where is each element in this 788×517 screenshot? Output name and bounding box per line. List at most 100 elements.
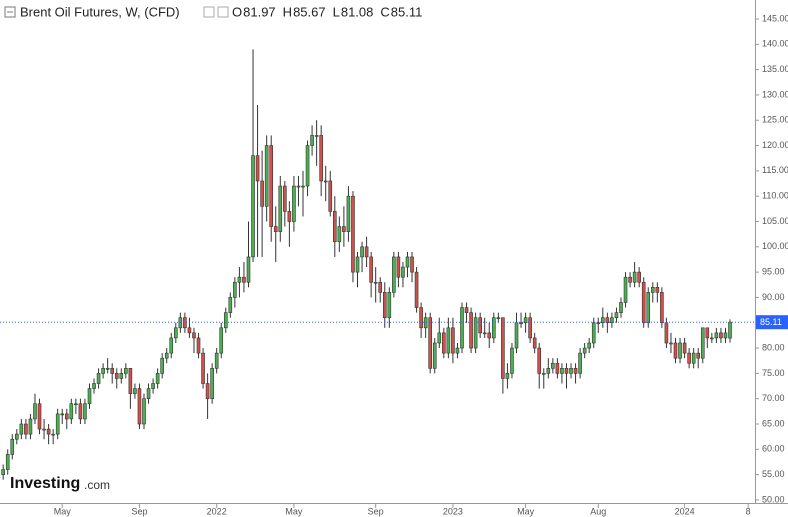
x-tick-label: Aug [590, 506, 606, 516]
candle-body [478, 317, 482, 334]
ohlc-value: 81.97 [243, 4, 276, 19]
candle-body [51, 433, 55, 436]
candle-body [337, 226, 342, 243]
logo-text: Investing [10, 475, 80, 492]
candle-body [328, 180, 333, 212]
candle-body [223, 312, 228, 329]
candle-body [723, 332, 728, 339]
candle-body [355, 256, 360, 273]
candle-body [510, 347, 514, 374]
candle-body [728, 321, 732, 339]
candle-body [523, 317, 528, 324]
collapse-icon[interactable] [4, 6, 16, 18]
y-tick-label: 75.00 [762, 368, 785, 378]
y-tick-label: 125.00 [762, 115, 788, 125]
candle-body [296, 185, 301, 188]
y-tick-label: 65.00 [762, 418, 785, 428]
candle-body [214, 352, 219, 369]
candle-body [405, 256, 410, 268]
candle-body [287, 211, 292, 222]
x-tick-label: May [285, 506, 303, 516]
candle-body [442, 332, 446, 354]
y-tick-label: 145.00 [762, 13, 788, 23]
candle-body [323, 180, 328, 183]
price-label: 85.11 [760, 317, 782, 327]
candle-body [55, 413, 60, 435]
candle-body [678, 342, 682, 359]
candle-body [473, 317, 478, 349]
x-tick-label: 2023 [443, 506, 463, 516]
candle-body [201, 352, 205, 384]
candle-body [396, 256, 401, 278]
candle-body [346, 195, 351, 232]
y-tick-label: 55.00 [762, 469, 785, 479]
candle-body [578, 352, 582, 374]
candle-body [278, 185, 283, 232]
candle-body [192, 332, 196, 339]
candle-body [569, 368, 573, 374]
candle-body [174, 327, 178, 339]
candle-body [260, 180, 264, 207]
ohlc-value: 81.08 [341, 4, 374, 19]
candle-body [519, 322, 523, 325]
y-tick-label: 130.00 [762, 89, 788, 99]
candle-body [169, 337, 174, 354]
candle-body [378, 281, 383, 293]
candle-body [710, 337, 714, 340]
candle-body [319, 135, 323, 182]
candle-body [219, 327, 224, 354]
candle-body [528, 317, 532, 339]
y-tick-label: 110.00 [762, 191, 788, 201]
y-tick-label: 105.00 [762, 216, 788, 226]
candle-body [650, 287, 655, 293]
candle-body [623, 276, 628, 303]
ohlc-header: O 81.97 H 85.67 L 81.08 C 85.11 [232, 4, 422, 19]
candle-body [591, 322, 596, 344]
candle-body [501, 317, 505, 379]
visibility-icon[interactable] [217, 6, 229, 18]
candle-body [514, 322, 519, 349]
candle-body [691, 352, 696, 364]
price-label-box [756, 315, 788, 330]
candle-body [101, 368, 105, 374]
candle-body [28, 418, 33, 435]
y-tick-label: 140.00 [762, 39, 788, 49]
x-tick-label: 2024 [675, 506, 695, 516]
candle-body [242, 276, 246, 283]
candle-body [187, 327, 192, 334]
logo-suffix: .com [84, 478, 110, 492]
candle-body [205, 383, 210, 399]
candle-body [437, 332, 442, 344]
candle-body [469, 312, 473, 349]
y-tick-label: 120.00 [762, 140, 788, 150]
candle-body [446, 327, 451, 354]
candle-body [364, 246, 369, 258]
candle-body [69, 403, 74, 420]
candle-body [673, 342, 678, 359]
candle-body [92, 383, 96, 389]
candle-body [292, 185, 296, 222]
y-tick-label: 50.00 [762, 494, 785, 504]
candle-body [464, 307, 469, 313]
y-tick-label: 70.00 [762, 393, 785, 403]
candle-body [64, 413, 69, 420]
candle-body [428, 317, 432, 369]
candle-body [351, 195, 355, 273]
candle-body [460, 307, 464, 349]
candle-body [601, 317, 605, 324]
candle-body [373, 281, 378, 284]
candle-body [87, 388, 92, 405]
settings-icon[interactable] [203, 6, 215, 18]
candle-body [237, 276, 242, 283]
candle-body [419, 307, 423, 329]
candle-body [83, 403, 87, 420]
candle-body [487, 332, 492, 339]
candle-body [669, 342, 673, 345]
candle-body [619, 302, 623, 313]
candle-body [682, 342, 687, 354]
candle-body [646, 292, 651, 324]
candle-body [332, 211, 337, 243]
candle-body [46, 428, 51, 435]
x-tick-label: May [517, 506, 535, 516]
candle-body [155, 373, 160, 384]
